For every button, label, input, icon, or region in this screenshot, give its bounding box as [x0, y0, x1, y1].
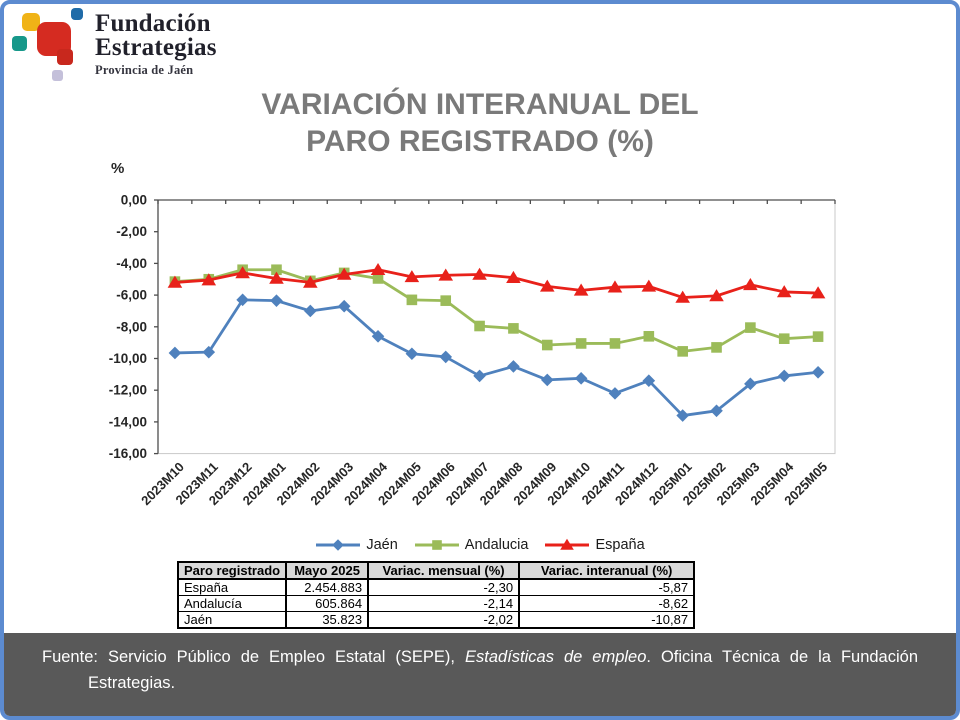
cell-andalucia-name: Andalucía — [176, 595, 288, 612]
col-header-paro-registrado: Paro registrado — [176, 561, 288, 580]
chart-title-line1: VARIACIÓN INTERANUAL DEL — [261, 88, 699, 121]
y-axis-label: 0,00 — [121, 193, 147, 208]
y-axis-label: -8,00 — [116, 319, 147, 334]
logo-square-lavender — [52, 70, 63, 81]
logo-square-teal — [12, 36, 27, 51]
x-axis-labels: 2023M102023M112023M122024M012024M022024M… — [138, 459, 830, 508]
source-suffix: . Oficina Técnica de la Fundación — [646, 648, 918, 666]
y-axis-label: -4,00 — [116, 256, 147, 271]
source-prefix: Fuente: Servicio Público de Empleo Estat… — [42, 648, 465, 666]
col-header-variac-interanual: Variac. interanual (%) — [518, 561, 696, 580]
table-row-espana: España 2.454.883 -2,30 -5,87 — [176, 578, 696, 596]
chart-legend: Jaén Andalucia España — [0, 537, 960, 553]
cell-espana-name: España — [176, 578, 288, 596]
cell-espana-total: 2.454.883 — [285, 578, 370, 596]
cell-jaen-total: 35.823 — [285, 611, 370, 629]
cell-andalucia-monthly: -2,14 — [367, 595, 521, 612]
table-row-jaen: Jaén 35.823 -2,02 -10,87 — [176, 611, 696, 629]
line-chart: 0,00 -2,00 -4,00 -6,00 -8,00 -10,00 -12,00 -14,… — [109, 193, 836, 508]
cell-espana-monthly: -2,30 — [367, 578, 521, 596]
logo-square-yellow — [22, 13, 40, 31]
legend-item-jaen: Jaén — [315, 537, 398, 553]
paro-registrado-table: Paro registrado Mayo 2025 Variac. mensua… — [176, 561, 696, 629]
legend-label-andalucia: Andalucia — [464, 537, 529, 553]
col-header-mayo-2025: Mayo 2025 — [285, 561, 370, 580]
series-line-andalucia — [174, 268, 819, 353]
y-axis-label: -2,00 — [116, 224, 147, 239]
y-axis-label: -12,00 — [109, 383, 147, 398]
y-axis-label: -6,00 — [116, 288, 147, 303]
legend-marker-espana-icon — [545, 538, 590, 550]
y-axis-label: -16,00 — [109, 446, 147, 461]
legend-item-andalucia: Andalucia — [414, 537, 529, 553]
cell-jaen-yearly: -10,87 — [518, 611, 696, 629]
cell-espana-yearly: -5,87 — [518, 578, 696, 596]
legend-marker-andalucia-icon — [414, 540, 459, 550]
cell-jaen-name: Jaén — [176, 611, 288, 629]
source-publication-italic: Estadísticas de empleo — [465, 648, 647, 666]
cell-jaen-monthly: -2,02 — [367, 611, 521, 629]
logo-name-line2: Estrategias — [95, 34, 217, 61]
legend-marker-jaen-icon — [316, 539, 361, 551]
y-axis-labels: 0,00 -2,00 -4,00 -6,00 -8,00 -10,00 -12,00 -14,… — [109, 193, 158, 461]
series-line-jaen — [174, 298, 819, 417]
table-row-andalucia: Andalucía 605.864 -2,14 -8,62 — [176, 595, 696, 612]
cell-andalucia-yearly: -8,62 — [518, 595, 696, 612]
series-espana — [167, 262, 826, 303]
legend-label-espana: España — [595, 537, 645, 553]
y-axis-label: -14,00 — [109, 414, 147, 429]
logo-subtitle: Provincia de Jaén — [95, 63, 194, 77]
source-text-line1: Fuente: Servicio Público de Empleo Estat… — [42, 644, 918, 670]
source-bar: Fuente: Servicio Público de Empleo Estat… — [4, 633, 956, 716]
chart-title-line2: PARO REGISTRADO (%) — [306, 125, 654, 158]
logo-name-line1: Fundación — [95, 10, 211, 37]
logo-square-blue — [71, 8, 83, 20]
col-header-variac-mensual: Variac. mensual (%) — [367, 561, 521, 580]
chart-title: VARIACIÓN INTERANUAL DEL PARO REGISTRADO… — [230, 86, 730, 160]
cell-andalucia-total: 605.864 — [285, 595, 370, 612]
logo-text: Fundación Estrategias Provincia de Jaén — [95, 10, 217, 78]
logo-square-red-small — [57, 49, 73, 65]
table-header-row: Paro registrado Mayo 2025 Variac. mensua… — [176, 561, 696, 580]
legend-label-jaen: Jaén — [366, 537, 398, 553]
y-axis-label: -10,00 — [109, 351, 147, 366]
source-text-line2: Estrategias. — [88, 674, 176, 692]
fundacion-estrategias-logo: Fundación Estrategias Provincia de Jaén — [0, 0, 240, 100]
legend-item-espana: España — [544, 537, 645, 553]
y-axis-unit-label: % — [111, 160, 125, 177]
series-line-espana — [174, 268, 819, 299]
series-jaen — [168, 293, 825, 422]
axes — [157, 199, 836, 454]
